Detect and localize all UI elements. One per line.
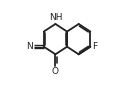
Text: F: F	[92, 42, 97, 51]
Text: O: O	[52, 67, 59, 76]
Text: NH: NH	[49, 13, 62, 22]
Text: N: N	[26, 42, 33, 51]
